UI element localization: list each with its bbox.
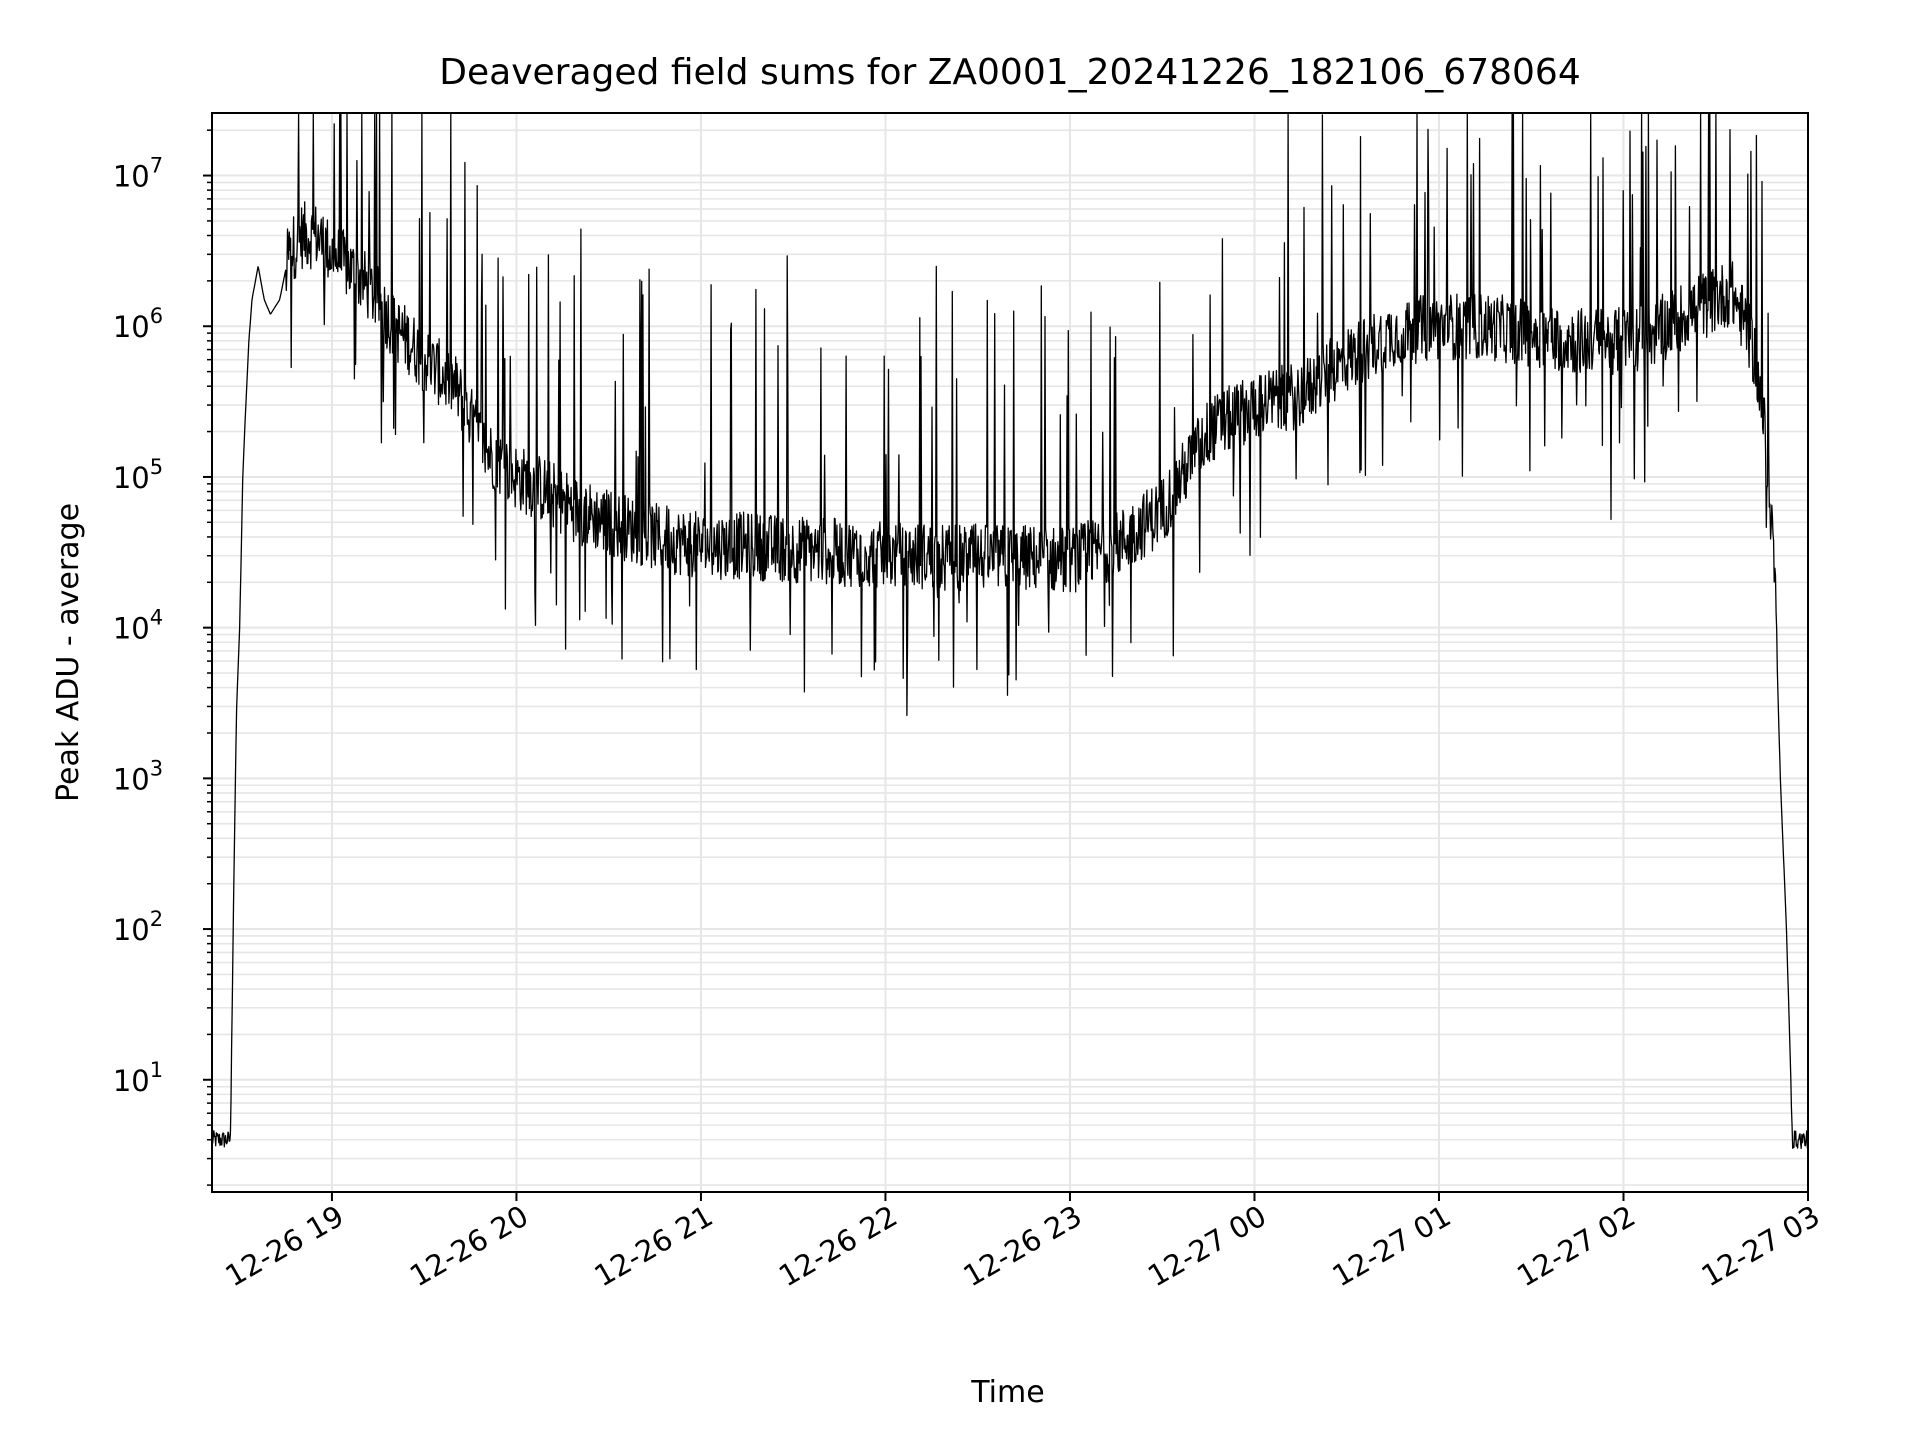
x-tick-label: 12-26 19: [220, 1199, 350, 1294]
y-tick-label: 104: [113, 606, 163, 646]
x-tick-label: 12-27 00: [1142, 1199, 1272, 1294]
x-tick-label: 12-26 20: [404, 1199, 534, 1294]
y-axis-title: Peak ADU - average: [51, 503, 86, 802]
y-tick-label: 102: [113, 907, 163, 947]
x-tick-label: 12-27 02: [1511, 1199, 1641, 1294]
x-tick-label: 12-27 03: [1696, 1199, 1826, 1294]
x-tick-label: 12-26 23: [958, 1199, 1088, 1294]
y-tick-label: 101: [113, 1058, 163, 1098]
axes-frame: [211, 112, 1809, 1193]
y-tick-label: 103: [113, 756, 163, 796]
y-tick-label: 107: [113, 154, 163, 194]
chart-title: Deaveraged field sums for ZA0001_2024122…: [439, 52, 1580, 93]
x-axis-title: Time: [970, 1375, 1044, 1410]
x-tick-label: 12-27 01: [1327, 1199, 1457, 1294]
series-line: [211, 112, 1809, 1150]
x-tick-label: 12-26 22: [773, 1199, 903, 1294]
y-tick-label: 105: [113, 455, 163, 495]
data-series: [211, 112, 1809, 1150]
y-tick-label: 106: [113, 304, 163, 344]
x-tick-label: 12-26 21: [589, 1199, 719, 1294]
grid-lines: [212, 113, 1809, 1192]
axis-ticks: 101 102 103 104 105 106 107 12-26 19 12-26 20 12-…: [113, 129, 1826, 1294]
